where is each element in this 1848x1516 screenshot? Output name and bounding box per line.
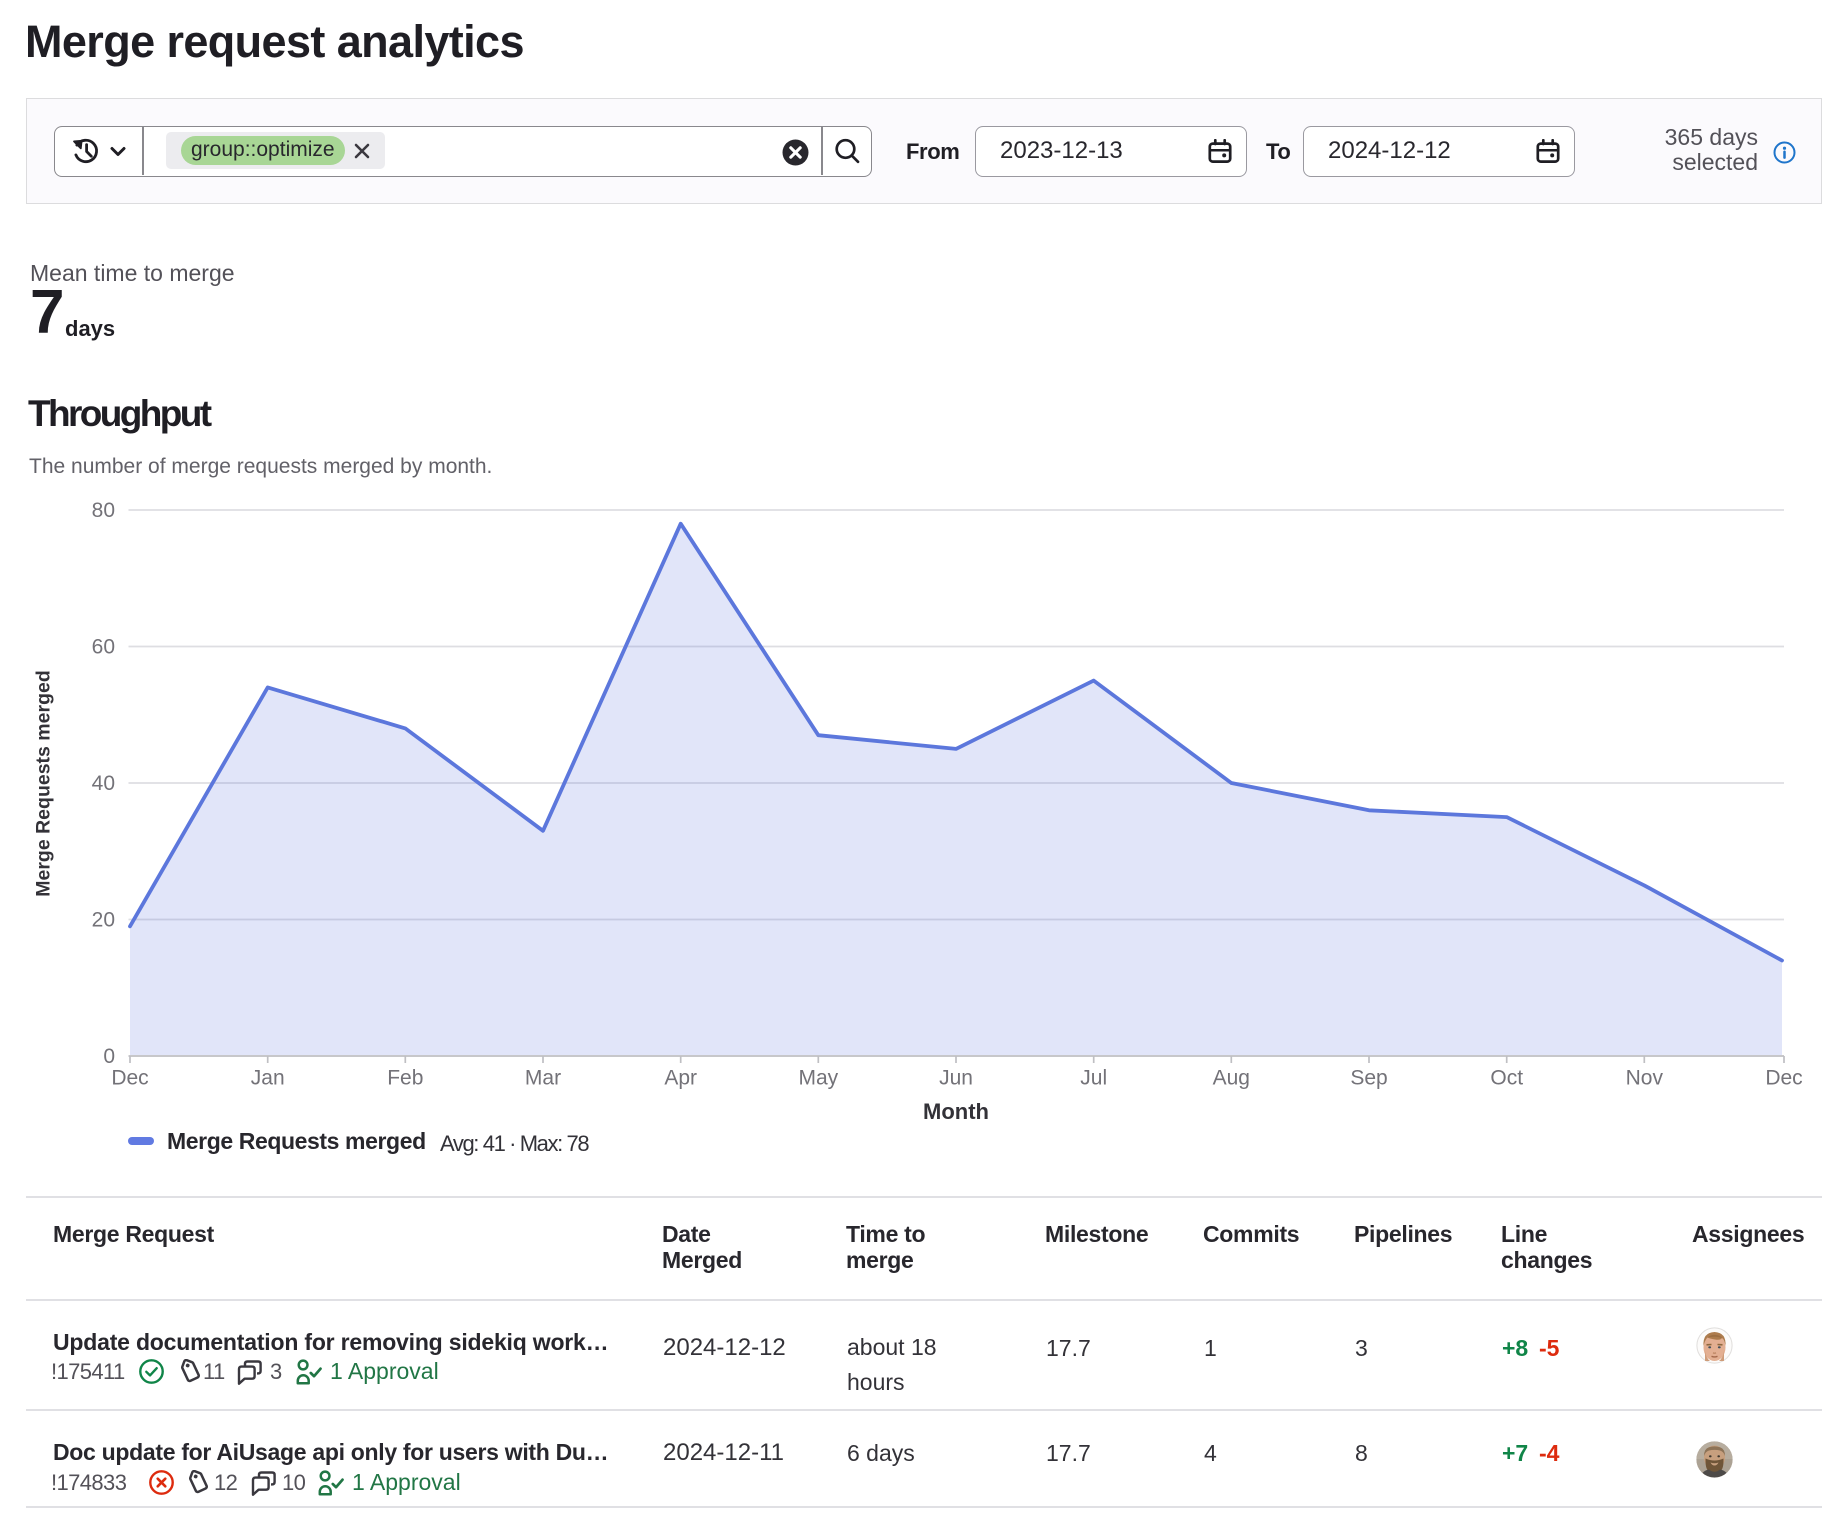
svg-text:Feb: Feb — [387, 1067, 423, 1090]
svg-text:Jul: Jul — [1080, 1067, 1107, 1090]
svg-text:Dec: Dec — [1765, 1067, 1802, 1090]
svg-text:80: 80 — [92, 499, 115, 522]
svg-text:Month: Month — [923, 1099, 989, 1124]
svg-text:20: 20 — [92, 909, 115, 932]
svg-text:Aug: Aug — [1213, 1067, 1250, 1090]
svg-text:Jun: Jun — [939, 1067, 973, 1090]
svg-text:Oct: Oct — [1490, 1067, 1523, 1090]
svg-text:0: 0 — [103, 1045, 115, 1068]
svg-text:Dec: Dec — [111, 1067, 148, 1090]
svg-text:60: 60 — [92, 636, 115, 659]
svg-text:Apr: Apr — [664, 1067, 697, 1090]
svg-text:Sep: Sep — [1350, 1067, 1387, 1090]
svg-text:May: May — [798, 1067, 838, 1090]
svg-text:Jan: Jan — [251, 1067, 285, 1090]
svg-text:Merge Requests merged: Merge Requests merged — [33, 670, 55, 897]
svg-text:Mar: Mar — [525, 1067, 561, 1090]
svg-text:40: 40 — [92, 772, 115, 795]
svg-text:Nov: Nov — [1626, 1067, 1664, 1090]
